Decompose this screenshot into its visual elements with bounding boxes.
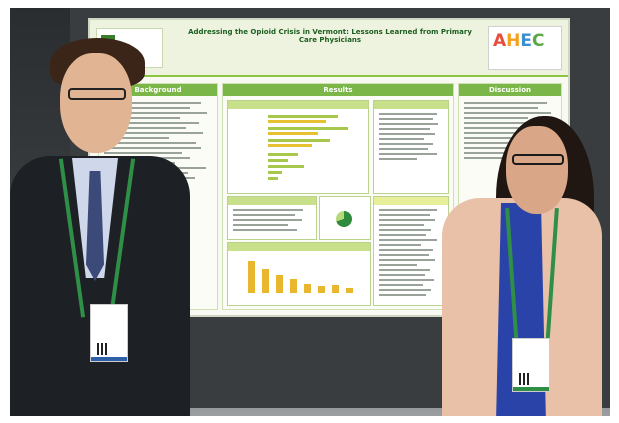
poster-title-band: Addressing the Opioid Crisis in Vermont:… — [90, 20, 568, 77]
pie-chart — [336, 211, 352, 227]
woman-name-badge — [512, 338, 550, 392]
badge-strip — [513, 387, 549, 391]
table-2-header — [228, 197, 316, 205]
qr-code-icon — [519, 373, 531, 385]
results-bar-chart-1 — [227, 100, 369, 194]
badge-strip — [91, 357, 127, 361]
man-glasses — [68, 88, 126, 100]
man-name-badge — [90, 304, 128, 362]
results-side-box — [373, 196, 449, 306]
side-box-header — [374, 197, 448, 205]
woman-glasses — [512, 154, 564, 165]
woman-face — [506, 126, 568, 214]
man-tie — [86, 171, 104, 281]
chart-2-header — [228, 243, 370, 251]
ahec-logo: AHEC — [488, 26, 562, 70]
results-bar-chart-2 — [227, 242, 371, 306]
man-face — [60, 53, 132, 153]
results-column: Results — [222, 83, 454, 310]
conference-photo: Addressing the Opioid Crisis in Vermont:… — [10, 8, 610, 416]
discussion-heading: Discussion — [459, 84, 561, 96]
poster-title: Addressing the Opioid Crisis in Vermont:… — [188, 28, 472, 44]
bar-chart-2-plot — [242, 257, 360, 293]
results-heading: Results — [223, 84, 453, 96]
results-table-1 — [373, 100, 449, 194]
chart-1-header — [228, 101, 368, 109]
qr-code-icon — [97, 343, 109, 355]
ahec-logo-word: AHEC — [493, 31, 545, 51]
table-1-header — [374, 101, 448, 109]
results-pie-chart — [319, 196, 371, 240]
results-table-2 — [227, 196, 317, 240]
